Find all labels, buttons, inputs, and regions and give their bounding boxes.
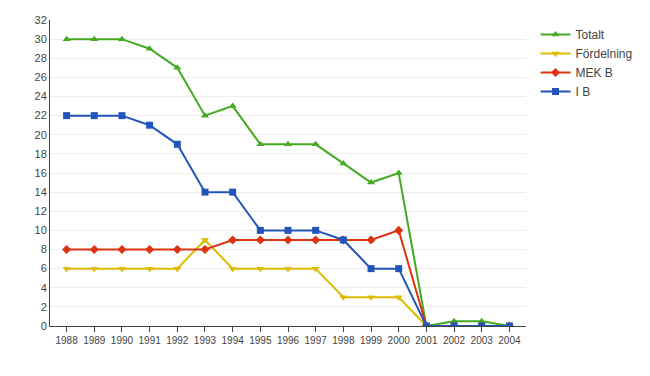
svg-text:32: 32 [35,14,47,26]
svg-text:12: 12 [35,205,47,217]
svg-text:MEK B: MEK B [576,66,613,80]
svg-text:1995: 1995 [249,335,272,346]
svg-text:2003: 2003 [471,335,494,346]
svg-text:0: 0 [41,320,47,332]
svg-text:28: 28 [35,52,47,64]
svg-text:I B: I B [576,85,591,99]
svg-text:1996: 1996 [277,335,300,346]
svg-text:2000: 2000 [388,335,411,346]
svg-text:6: 6 [41,262,47,274]
svg-text:14: 14 [35,186,47,198]
svg-text:1989: 1989 [83,335,106,346]
svg-text:16: 16 [35,167,47,179]
svg-text:1993: 1993 [194,335,217,346]
svg-text:2002: 2002 [443,335,466,346]
svg-text:1994: 1994 [222,335,245,346]
svg-text:24: 24 [35,90,47,102]
svg-text:1990: 1990 [111,335,134,346]
svg-text:22: 22 [35,109,47,121]
svg-text:2004: 2004 [498,335,521,346]
svg-text:2: 2 [41,301,47,313]
svg-text:1998: 1998 [332,335,355,346]
svg-text:4: 4 [41,282,47,294]
svg-text:1988: 1988 [55,335,78,346]
svg-text:18: 18 [35,148,47,160]
svg-text:1992: 1992 [166,335,189,346]
svg-text:20: 20 [35,129,47,141]
svg-text:26: 26 [35,71,47,83]
svg-text:1991: 1991 [139,335,162,346]
svg-text:1999: 1999 [360,335,383,346]
svg-text:2001: 2001 [415,335,438,346]
svg-text:Fördelning: Fördelning [576,47,633,61]
svg-text:8: 8 [41,243,47,255]
svg-text:10: 10 [35,224,47,236]
svg-text:Totalt: Totalt [576,28,605,42]
svg-text:30: 30 [35,33,47,45]
svg-text:1997: 1997 [305,335,328,346]
